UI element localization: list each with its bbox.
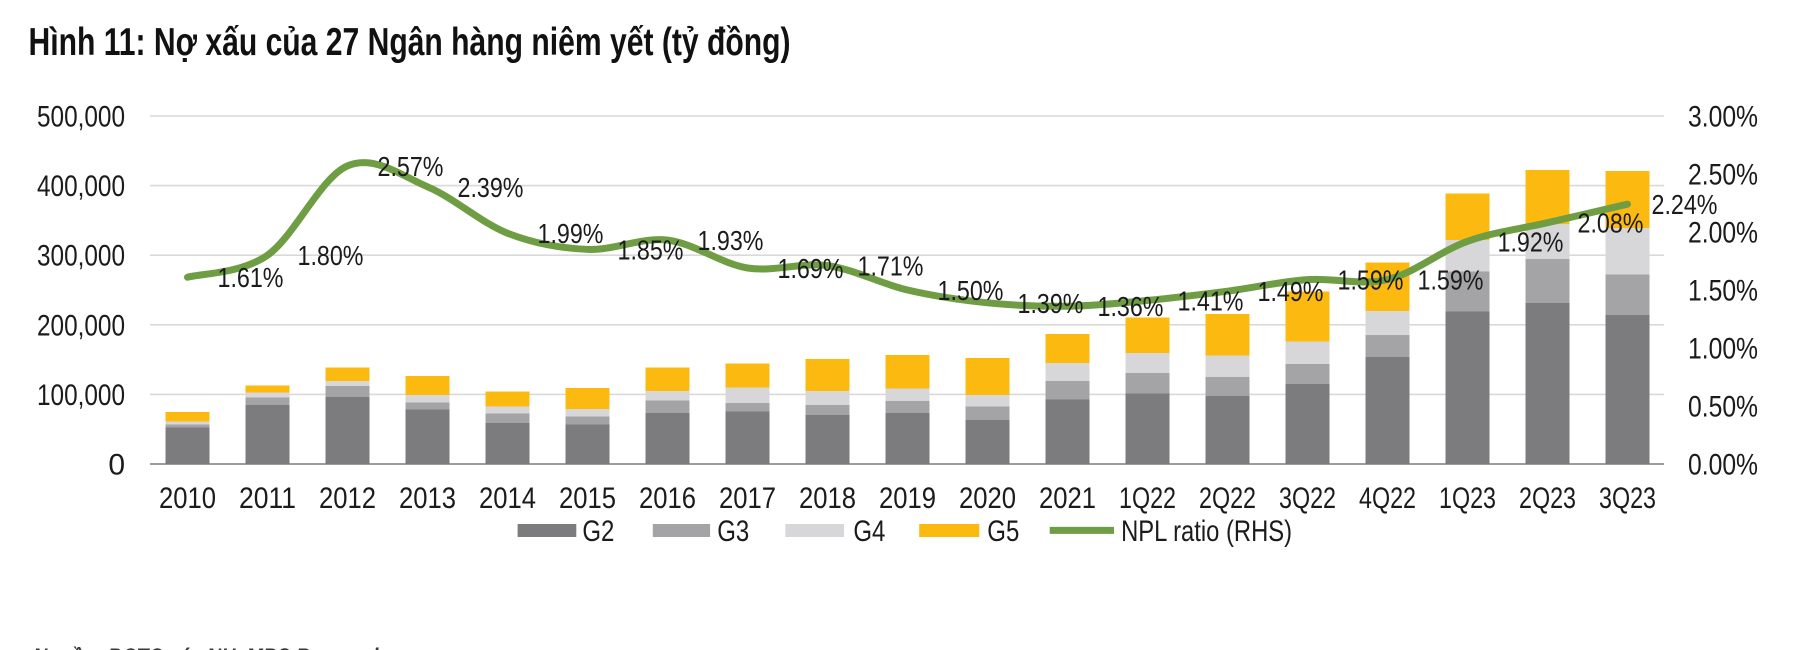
svg-text:1.50%: 1.50% <box>1688 275 1758 308</box>
svg-text:2.57%: 2.57% <box>378 151 444 182</box>
svg-text:2.39%: 2.39% <box>458 172 524 203</box>
svg-text:2Q22: 2Q22 <box>1199 482 1256 515</box>
svg-text:2013: 2013 <box>399 482 456 515</box>
svg-text:2.50%: 2.50% <box>1688 159 1758 192</box>
svg-text:3Q22: 3Q22 <box>1279 482 1336 515</box>
svg-text:1.92%: 1.92% <box>1498 226 1564 257</box>
svg-text:2010: 2010 <box>159 482 216 515</box>
svg-text:2017: 2017 <box>719 482 776 515</box>
svg-text:2018: 2018 <box>799 482 856 515</box>
svg-text:2016: 2016 <box>639 482 696 515</box>
svg-text:1.41%: 1.41% <box>1178 285 1244 316</box>
svg-text:400,000: 400,000 <box>37 170 125 203</box>
svg-text:2019: 2019 <box>879 482 936 515</box>
svg-text:200,000: 200,000 <box>37 309 125 342</box>
svg-text:1.80%: 1.80% <box>298 240 364 271</box>
svg-text:1.99%: 1.99% <box>538 218 604 249</box>
svg-text:Hình 11: Nợ xấu của 27 Ngân hà: Hình 11: Nợ xấu của 27 Ngân hàng niêm yế… <box>29 21 791 64</box>
svg-text:2Q23: 2Q23 <box>1519 482 1576 515</box>
svg-text:1.71%: 1.71% <box>858 251 924 282</box>
svg-text:0.00%: 0.00% <box>1688 449 1758 482</box>
svg-text:1.50%: 1.50% <box>938 275 1004 306</box>
svg-text:1.69%: 1.69% <box>778 253 844 284</box>
svg-text:2011: 2011 <box>239 482 296 515</box>
svg-text:1Q23: 1Q23 <box>1439 482 1496 515</box>
svg-text:0.50%: 0.50% <box>1688 391 1758 424</box>
svg-text:2020: 2020 <box>959 482 1016 515</box>
svg-text:1.39%: 1.39% <box>1018 288 1084 319</box>
svg-text:300,000: 300,000 <box>37 240 125 273</box>
svg-text:Nguồn: BCTC các NH, MBS Resear: Nguồn: BCTC các NH, MBS Research <box>33 643 385 650</box>
svg-text:1Q22: 1Q22 <box>1119 482 1176 515</box>
svg-text:G2: G2 <box>582 515 614 548</box>
svg-text:2012: 2012 <box>319 482 376 515</box>
svg-text:3Q23: 3Q23 <box>1599 482 1656 515</box>
svg-text:1.49%: 1.49% <box>1258 276 1324 307</box>
svg-text:G5: G5 <box>987 515 1019 548</box>
svg-text:1.61%: 1.61% <box>218 262 284 293</box>
svg-text:2.08%: 2.08% <box>1578 208 1644 239</box>
svg-text:500,000: 500,000 <box>37 101 125 134</box>
svg-text:0: 0 <box>108 449 125 482</box>
svg-text:1.59%: 1.59% <box>1338 265 1404 296</box>
svg-text:2015: 2015 <box>559 482 616 515</box>
svg-text:100,000: 100,000 <box>37 379 125 412</box>
svg-text:NPL ratio (RHS): NPL ratio (RHS) <box>1121 515 1292 548</box>
svg-text:4Q22: 4Q22 <box>1359 482 1416 515</box>
svg-text:2014: 2014 <box>479 482 536 515</box>
svg-text:2.00%: 2.00% <box>1688 217 1758 250</box>
svg-text:1.36%: 1.36% <box>1098 291 1164 322</box>
svg-text:1.59%: 1.59% <box>1418 265 1484 296</box>
svg-text:G3: G3 <box>717 515 749 548</box>
svg-text:G4: G4 <box>853 515 885 548</box>
svg-text:1.00%: 1.00% <box>1688 333 1758 366</box>
svg-text:1.85%: 1.85% <box>618 234 684 265</box>
svg-text:2.24%: 2.24% <box>1652 189 1718 220</box>
svg-text:3.00%: 3.00% <box>1688 101 1758 134</box>
svg-text:2021: 2021 <box>1039 482 1096 515</box>
svg-text:1.93%: 1.93% <box>698 225 764 256</box>
